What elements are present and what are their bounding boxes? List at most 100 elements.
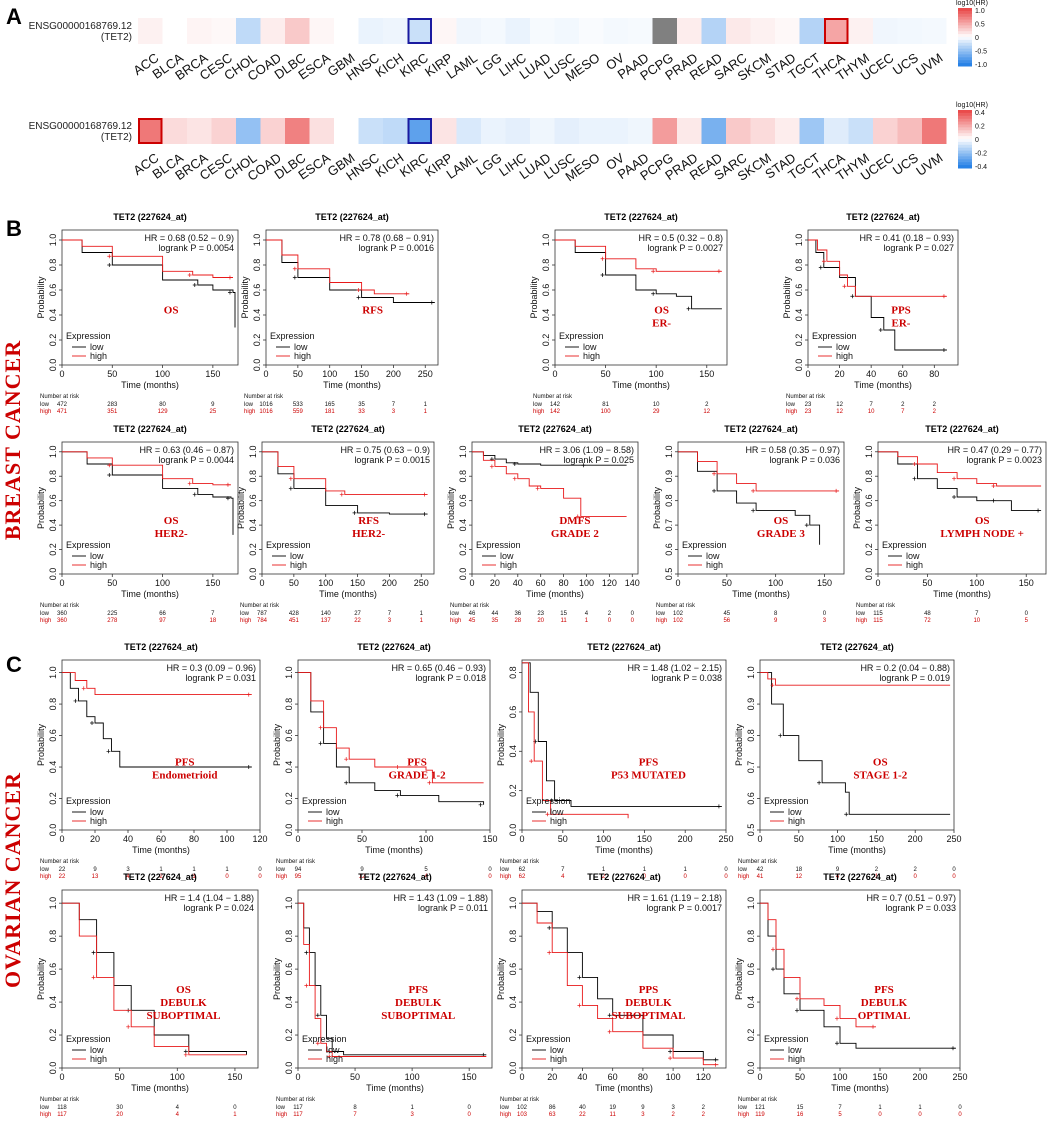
km-curve-low — [878, 451, 1042, 511]
censor-mark-high — [489, 464, 494, 469]
x-tick-label: 100 — [322, 369, 337, 379]
x-tick-label: 50 — [115, 1072, 125, 1082]
row-label-gene: (TET2) — [101, 32, 132, 43]
x-tick-label: 0 — [552, 369, 557, 379]
risk-count-low: 118 — [57, 1105, 67, 1111]
censor-mark-low — [952, 495, 957, 499]
plot-title: TET2 (227624_at) — [311, 424, 385, 434]
x-tick-label: 20 — [835, 369, 845, 379]
risk-count-high: 2 — [159, 874, 163, 880]
y-tick-label: 0.4 — [508, 745, 518, 758]
colorbar-swatch — [958, 153, 972, 157]
x-tick-label: 0 — [263, 369, 268, 379]
risk-row-label-high: high — [656, 618, 667, 624]
risk-count-low: 117 — [293, 1105, 303, 1111]
hazard-ratio: HR = 0.68 (0.52 − 0.9) — [144, 233, 234, 243]
risk-table-heading: Number at risk — [40, 1097, 80, 1103]
risk-row-label-high: high — [276, 1112, 287, 1118]
censor-mark-high — [91, 975, 96, 980]
plot-title: TET2 (227624_at) — [846, 212, 920, 222]
risk-count-high: 56 — [723, 618, 730, 624]
km-curve-low — [760, 672, 951, 815]
analysis-label: RFS — [362, 305, 383, 317]
heat-cell-highlight — [407, 118, 432, 144]
x-tick-label: 50 — [357, 834, 367, 844]
censor-mark-low — [478, 802, 483, 807]
risk-count-high: 142 — [550, 409, 561, 415]
y-tick-label: 0.4 — [48, 309, 58, 322]
x-axis-label: Time (months) — [612, 380, 670, 390]
hazard-ratio: HR = 0.58 (0.35 − 0.97) — [745, 445, 840, 455]
risk-count-high: 1 — [875, 874, 879, 880]
panel-label-c: C — [6, 652, 22, 677]
heat-cell — [922, 18, 947, 44]
x-tick-label: 100 — [830, 834, 845, 844]
risk-count-high: 20 — [116, 1112, 123, 1118]
x-tick-label: 0 — [259, 578, 264, 588]
risk-count-high: 351 — [107, 409, 118, 415]
risk-count-high: 29 — [653, 409, 660, 415]
risk-count-high: 0 — [724, 874, 728, 880]
x-tick-label: 150 — [869, 834, 884, 844]
risk-table-heading: Number at risk — [450, 603, 490, 609]
censor-mark-low — [600, 273, 605, 277]
x-tick-label: 100 — [155, 578, 170, 588]
y-tick-label: 0.6 — [284, 729, 294, 742]
censor-mark-low — [804, 523, 809, 528]
risk-count-high: 278 — [107, 618, 118, 624]
censor-mark-high — [315, 1041, 320, 1046]
colorbar-swatch — [958, 112, 972, 117]
y-tick-label: 0.6 — [508, 963, 518, 976]
plot-title: TET2 (227624_at) — [925, 424, 999, 434]
colorbar-swatch — [958, 141, 972, 146]
heat-cell — [579, 118, 604, 144]
risk-row-label-low: low — [500, 867, 510, 873]
x-tick-label: 50 — [558, 834, 568, 844]
censor-mark-low — [107, 263, 112, 267]
risk-count-low: 9 — [641, 1105, 645, 1111]
risk-count-high: 10 — [868, 409, 875, 415]
colorbar-tick-label: 0.2 — [975, 124, 985, 131]
y-tick-label: 0.6 — [48, 494, 58, 507]
plot-title: TET2 (227624_at) — [587, 642, 661, 652]
risk-count-high: 7 — [353, 1112, 357, 1118]
risk-count-low: 0 — [488, 867, 492, 873]
risk-count-high: 95 — [295, 874, 302, 880]
censor-mark-low — [288, 486, 293, 491]
censor-mark-high — [871, 1024, 875, 1029]
km-curve-high — [472, 451, 627, 518]
legend-title: Expression — [66, 796, 111, 806]
risk-count-low: 36 — [514, 611, 521, 617]
y-tick-label: 0.8 — [508, 666, 518, 679]
heat-cell — [285, 118, 310, 144]
y-tick-label: 0.8 — [48, 259, 58, 272]
risk-count-low: 7 — [561, 867, 565, 873]
risk-count-high: 4 — [176, 1112, 180, 1118]
y-tick-label: 0.6 — [664, 543, 674, 556]
risk-count-high: 0 — [958, 1112, 962, 1118]
risk-count-high: 451 — [289, 618, 300, 624]
km-c1: TET2 (227624_at)0 20 40 60 80 100 1200.00.20.4… — [36, 642, 268, 880]
legend-entry-high: high — [294, 351, 311, 361]
censor-mark-low — [315, 1013, 320, 1018]
heat-cell — [162, 18, 187, 44]
legend-title: Expression — [882, 540, 927, 550]
legend-entry-low: low — [500, 551, 514, 561]
risk-row-label-high: high — [40, 874, 51, 880]
risk-count-high: 100 — [601, 409, 612, 415]
risk-row-label-low: low — [276, 867, 286, 873]
x-tick-label: 60 — [536, 578, 546, 588]
risk-count-high: 360 — [57, 618, 68, 624]
risk-count-high: 181 — [325, 409, 336, 415]
risk-count-high: 22 — [59, 874, 66, 880]
risk-count-low: 1 — [643, 867, 647, 873]
legend-entry-high: high — [90, 560, 107, 570]
y-axis-label: Probability — [446, 486, 456, 529]
y-tick-label: 0.8 — [794, 259, 804, 272]
risk-row-label-high: high — [738, 874, 749, 880]
legend-title: Expression — [266, 540, 311, 550]
legend-title: Expression — [559, 331, 604, 341]
censor-mark-high — [834, 488, 839, 493]
y-tick-label: 0.8 — [48, 698, 58, 711]
risk-count-high: 1 — [585, 618, 589, 624]
